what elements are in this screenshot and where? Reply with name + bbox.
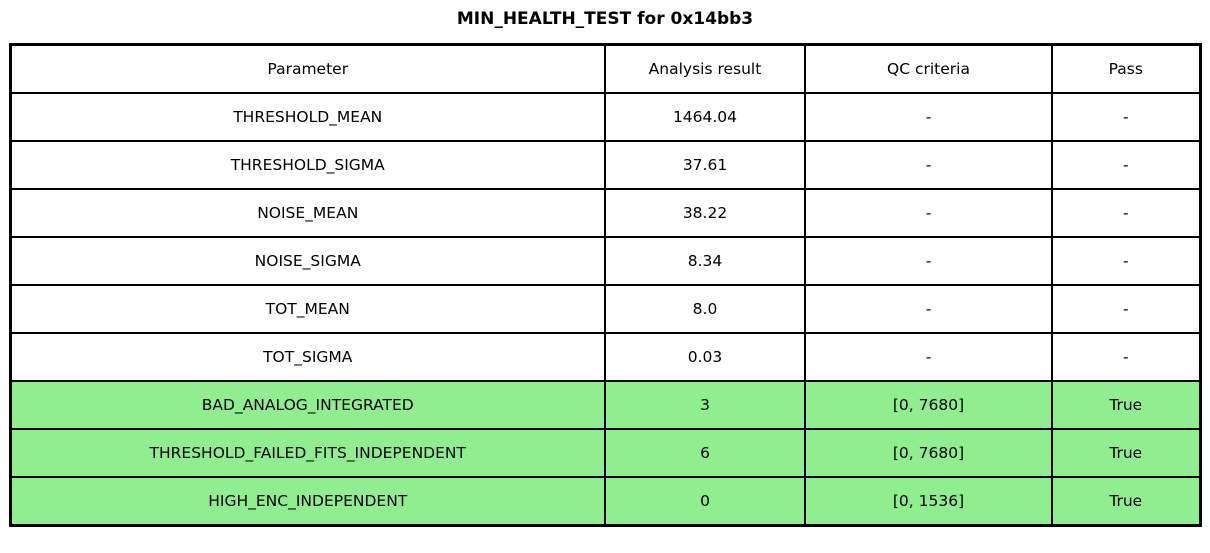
cell-pass: - xyxy=(1051,188,1201,238)
cell-parameter: NOISE_SIGMA xyxy=(9,236,606,286)
cell-parameter: NOISE_MEAN xyxy=(9,188,606,238)
table-row: TOT_SIGMA 0.03- - xyxy=(9,332,1201,382)
cell-pass: True xyxy=(1051,428,1201,478)
cell-analysis-result: 3 xyxy=(604,380,806,430)
cell-qc-criteria: [0, 7680] xyxy=(804,380,1053,430)
table-row: BAD_ANALOG_INTEGRATED 3 [0, 7680] True xyxy=(9,380,1201,430)
table-row: NOISE_SIGMA 8.34- - xyxy=(9,236,1201,286)
cell-analysis-result: 6 xyxy=(604,428,806,478)
cell-pass: - xyxy=(1051,236,1201,286)
table-row: THRESHOLD_SIGMA 37.61- - xyxy=(9,140,1201,190)
table-row: NOISE_MEAN 38.22- - xyxy=(9,188,1201,238)
cell-parameter: TOT_SIGMA xyxy=(9,332,606,382)
cell-qc-criteria: - xyxy=(804,332,1053,382)
cell-analysis-result: 8.34 xyxy=(604,236,806,286)
cell-analysis-result: 38.22 xyxy=(604,188,806,238)
cell-pass: - xyxy=(1051,332,1201,382)
cell-parameter: BAD_ANALOG_INTEGRATED xyxy=(9,380,606,430)
header-row: Parameter Analysis result QC criteria Pa… xyxy=(9,43,1201,94)
table-row: TOT_MEAN 8.0- - xyxy=(9,284,1201,334)
cell-pass: - xyxy=(1051,140,1201,190)
cell-analysis-result: 8.0 xyxy=(604,284,806,334)
column-header-parameter: Parameter xyxy=(9,43,606,94)
cell-parameter: HIGH_ENC_INDEPENDENT xyxy=(9,476,606,527)
column-header-pass: Pass xyxy=(1051,43,1201,94)
table-row: HIGH_ENC_INDEPENDENT 0 [0, 1536] True xyxy=(9,476,1201,527)
cell-parameter: THRESHOLD_SIGMA xyxy=(9,140,606,190)
cell-pass: - xyxy=(1051,92,1201,142)
column-header-analysis-result: Analysis result xyxy=(604,43,806,94)
cell-parameter: TOT_MEAN xyxy=(9,284,606,334)
min-health-test-table: Parameter Analysis result QC criteria Pa… xyxy=(8,43,1202,527)
cell-qc-criteria: - xyxy=(804,284,1053,334)
cell-qc-criteria: - xyxy=(804,92,1053,142)
cell-qc-criteria: [0, 7680] xyxy=(804,428,1053,478)
cell-parameter: THRESHOLD_FAILED_FITS_INDEPENDENT xyxy=(9,428,606,478)
table-row: THRESHOLD_MEAN 1464.04- - xyxy=(9,92,1201,142)
cell-qc-criteria: [0, 1536] xyxy=(804,476,1053,527)
cell-qc-criteria: - xyxy=(804,140,1053,190)
page-title: MIN_HEALTH_TEST for 0x14bb3 xyxy=(456,9,754,29)
cell-qc-criteria: - xyxy=(804,188,1053,238)
cell-analysis-result: 0.03 xyxy=(604,332,806,382)
table-row: THRESHOLD_FAILED_FITS_INDEPENDENT 6 [0, 76… xyxy=(9,428,1201,478)
cell-parameter: THRESHOLD_MEAN xyxy=(9,92,606,142)
cell-pass: - xyxy=(1051,284,1201,334)
cell-qc-criteria: - xyxy=(804,236,1053,286)
cell-pass: True xyxy=(1051,476,1201,527)
cell-analysis-result: 0 xyxy=(604,476,806,527)
cell-analysis-result: 37.61 xyxy=(604,140,806,190)
table-body: THRESHOLD_MEAN 1464.04- - THRESHOLD_SIGMA 37… xyxy=(9,92,1201,527)
cell-pass: True xyxy=(1051,380,1201,430)
cell-analysis-result: 1464.04 xyxy=(604,92,806,142)
column-header-qc-criteria: QC criteria xyxy=(804,43,1053,94)
